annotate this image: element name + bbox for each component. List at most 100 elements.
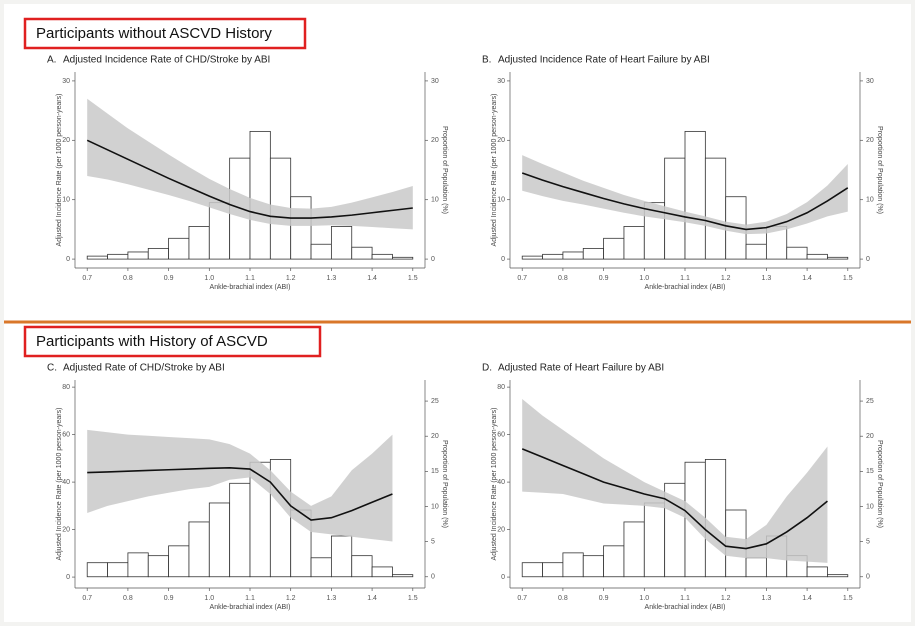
x-tick-label: 0.7 (82, 275, 92, 282)
x-tick-label: 1.1 (680, 595, 690, 602)
y-tick-label: 0 (501, 256, 505, 263)
histogram-bar (249, 130, 271, 260)
histogram-bar (542, 253, 564, 260)
x-tick-label: 0.7 (517, 595, 527, 602)
y2-axis-label: Proportion of Population (%) (876, 126, 883, 214)
x-tick-label: 0.8 (558, 595, 568, 602)
y2-tick-label: 25 (431, 398, 439, 405)
x-tick-label: 0.8 (558, 275, 568, 282)
x-tick-label: 0.7 (517, 275, 527, 282)
histogram-bar (147, 247, 170, 260)
histogram-bar (371, 253, 393, 260)
y2-tick-label: 0 (431, 256, 435, 263)
y-tick-label: 20 (497, 526, 505, 533)
y-tick-label: 10 (497, 197, 505, 204)
y-tick-label: 60 (497, 431, 505, 438)
histogram-bar (786, 246, 808, 260)
confidence-band (522, 398, 828, 563)
y2-tick-label: 10 (866, 503, 874, 510)
x-tick-label: 1.3 (762, 275, 772, 282)
histogram-bar (542, 562, 564, 578)
y-tick-label: 30 (62, 78, 70, 85)
histogram-bar (351, 246, 373, 260)
histogram-bar (392, 256, 414, 260)
y2-tick-label: 5 (431, 538, 435, 545)
x-tick-label: 0.7 (82, 595, 92, 602)
y-tick-label: 0 (501, 574, 505, 581)
y-axis-label: Adjusted Incidence Rate (per 1000 person… (56, 408, 63, 561)
histogram-bar (521, 255, 543, 260)
histogram-bar (684, 130, 706, 260)
histogram-bar (704, 459, 727, 578)
y2-tick-label: 25 (866, 398, 874, 405)
y2-tick-label: 10 (431, 197, 439, 204)
y2-tick-label: 20 (431, 433, 439, 440)
x-tick-label: 1.5 (843, 275, 853, 282)
header-box (23, 17, 307, 50)
y-axis-label: Adjusted Incidence Rate (per 1000 person… (491, 94, 498, 247)
trend-line (87, 467, 393, 521)
histogram-bar (168, 237, 190, 260)
histogram-bar (704, 157, 727, 260)
y2-tick-label: 10 (431, 503, 439, 510)
histogram-bar (290, 196, 312, 260)
histogram-bar (351, 555, 373, 578)
y2-tick-label: 0 (866, 574, 870, 581)
histogram-bar (188, 521, 210, 578)
histogram-bar (310, 243, 332, 260)
trend-line (86, 139, 413, 219)
x-tick-label: 1.2 (721, 595, 731, 602)
trend-line (521, 172, 849, 231)
y-tick-label: 80 (497, 384, 505, 391)
y-axis-label: Adjusted Incidence Rate (per 1000 person… (56, 94, 63, 247)
panel-label: C. (47, 363, 57, 374)
y-tick-label: 0 (66, 574, 70, 581)
panel-title: Adjusted Rate of Heart Failure by ABI (498, 363, 664, 374)
histogram-bar (208, 502, 231, 578)
histogram-bar (562, 251, 584, 260)
panel-label: D. (482, 363, 492, 374)
histogram-bar (623, 226, 645, 260)
y2-tick-label: 20 (866, 433, 874, 440)
histogram-bar (562, 552, 584, 578)
y2-tick-label: 20 (866, 137, 874, 144)
x-axis-label: Ankle-brachial index (ABI) (645, 284, 726, 291)
x-axis-label: Ankle-brachial index (ABI) (210, 604, 291, 611)
x-tick-label: 1.5 (408, 275, 418, 282)
y-tick-label: 40 (62, 479, 70, 486)
y-tick-label: 60 (62, 431, 70, 438)
x-axis-label: Ankle-brachial index (ABI) (210, 284, 291, 291)
y-tick-label: 80 (62, 384, 70, 391)
y-tick-label: 0 (66, 256, 70, 263)
confidence-band (522, 155, 848, 235)
histogram-bar (127, 251, 149, 260)
panel-title: Adjusted Rate of CHD/Stroke by ABI (63, 363, 225, 374)
section-header: Participants without ASCVD History (36, 25, 272, 42)
panel-title: Adjusted Incidence Rate of Heart Failure… (498, 55, 710, 66)
y2-tick-label: 15 (866, 468, 874, 475)
histogram-bar (745, 243, 767, 260)
x-tick-label: 0.9 (599, 275, 609, 282)
x-tick-label: 1.0 (639, 275, 649, 282)
histogram-bar (603, 545, 625, 578)
x-tick-label: 1.1 (680, 275, 690, 282)
histogram-bar (147, 555, 170, 578)
x-tick-label: 1.4 (802, 275, 812, 282)
x-tick-label: 0.8 (123, 595, 133, 602)
x-tick-label: 1.2 (286, 275, 296, 282)
x-tick-label: 1.2 (286, 595, 296, 602)
histogram-bar (582, 247, 605, 260)
x-tick-label: 0.9 (164, 595, 174, 602)
histogram-bar (86, 255, 108, 260)
histogram-bar (86, 562, 108, 578)
y-tick-label: 10 (62, 197, 70, 204)
y2-axis-label: Proportion of Population (%) (441, 126, 448, 214)
x-tick-label: 1.2 (721, 275, 731, 282)
y-axis-label: Adjusted Incidence Rate (per 1000 person… (491, 408, 498, 561)
x-tick-label: 1.0 (639, 595, 649, 602)
histogram-bar (330, 535, 353, 578)
x-tick-label: 1.5 (408, 595, 418, 602)
histogram-bar (188, 226, 210, 260)
y2-tick-label: 15 (431, 468, 439, 475)
y2-tick-label: 10 (866, 197, 874, 204)
